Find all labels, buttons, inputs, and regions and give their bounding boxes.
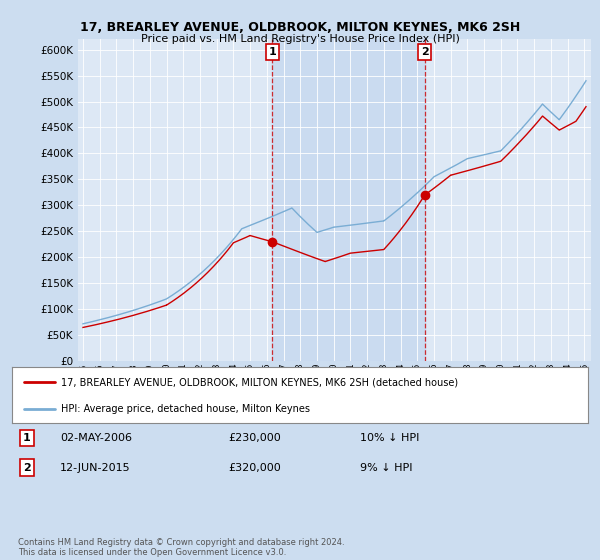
- Text: 10% ↓ HPI: 10% ↓ HPI: [360, 433, 419, 443]
- Text: 17, BREARLEY AVENUE, OLDBROOK, MILTON KEYNES, MK6 2SH (detached house): 17, BREARLEY AVENUE, OLDBROOK, MILTON KE…: [61, 377, 458, 388]
- Text: 02-MAY-2006: 02-MAY-2006: [60, 433, 132, 443]
- Text: 2: 2: [421, 47, 428, 57]
- Text: 12-JUN-2015: 12-JUN-2015: [60, 463, 131, 473]
- Text: 1: 1: [268, 47, 276, 57]
- Text: £230,000: £230,000: [228, 433, 281, 443]
- Text: 1: 1: [23, 433, 31, 443]
- Text: 2: 2: [23, 463, 31, 473]
- Text: 17, BREARLEY AVENUE, OLDBROOK, MILTON KEYNES, MK6 2SH: 17, BREARLEY AVENUE, OLDBROOK, MILTON KE…: [80, 21, 520, 34]
- Text: Contains HM Land Registry data © Crown copyright and database right 2024.
This d: Contains HM Land Registry data © Crown c…: [18, 538, 344, 557]
- Text: £320,000: £320,000: [228, 463, 281, 473]
- Text: HPI: Average price, detached house, Milton Keynes: HPI: Average price, detached house, Milt…: [61, 404, 310, 414]
- Bar: [272, 39, 425, 361]
- Text: Price paid vs. HM Land Registry's House Price Index (HPI): Price paid vs. HM Land Registry's House …: [140, 34, 460, 44]
- Text: 9% ↓ HPI: 9% ↓ HPI: [360, 463, 413, 473]
